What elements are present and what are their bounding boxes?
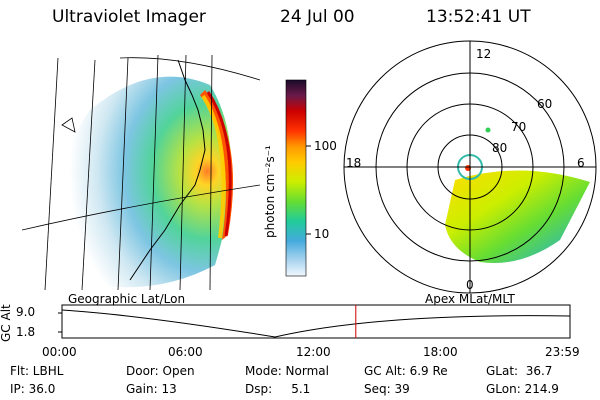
timeline-x-tick-2359: 23:59	[545, 345, 580, 359]
timeline-y-axis-label: GC Alt	[0, 304, 13, 342]
colorbar-tick-10: 10	[314, 227, 330, 241]
lat-label-60: 60	[537, 97, 553, 111]
mlt-label-6: 6	[577, 156, 585, 170]
date-label: 24 Jul 00	[280, 7, 355, 27]
timeline-y-tick-1-8: 1.8	[16, 325, 36, 339]
filter-info: Flt: LBHL	[10, 364, 64, 378]
timeline-y-tick-9: 9.0	[16, 305, 36, 319]
geographic-panel-label: Geographic Lat/Lon	[68, 292, 186, 306]
timeline-x-tick-1800: 18:00	[423, 345, 458, 359]
timeline-frame	[61, 304, 571, 339]
gc-alt-info: GC Alt: 6.9 Re	[364, 364, 448, 378]
door-info: Door: Open	[126, 364, 195, 378]
gain-info: Gain: 13	[126, 382, 177, 396]
altitude-curve	[61, 309, 571, 338]
mlt-label-0: 0	[466, 278, 474, 292]
timeline-x-tick-1200: 12:00	[296, 345, 331, 359]
colorbar-tick-100: 100	[314, 139, 337, 153]
ip-info: IP: 36.0	[10, 382, 56, 396]
timeline-x-tick-0000: 00:00	[42, 345, 77, 359]
polar-emission-region	[445, 170, 590, 264]
apex-panel-label: Apex MLat/MLT	[425, 292, 515, 306]
polar-grid	[343, 40, 597, 294]
glon-info: GLon: 214.9	[486, 382, 559, 396]
earth-emission-region	[58, 76, 232, 288]
seq-info: Seq: 39	[364, 382, 410, 396]
lat-label-80: 80	[492, 141, 508, 155]
glat-info: GLat: 36.7	[486, 364, 553, 378]
mode-info: Mode: Normal	[245, 364, 329, 378]
coastline	[129, 59, 206, 281]
mlt-label-18: 18	[346, 156, 362, 170]
time-label: 13:52:41 UT	[426, 7, 531, 27]
lat-lon-grid	[22, 54, 260, 290]
timeline-x-tick-0600: 06:00	[168, 345, 203, 359]
dsp-info: Dsp: 5.1	[245, 382, 311, 396]
lat-label-70: 70	[511, 120, 527, 134]
instrument-title: Ultraviolet Imager	[52, 7, 206, 27]
colorbar-scale	[285, 79, 307, 277]
mlt-label-12: 12	[476, 47, 492, 61]
